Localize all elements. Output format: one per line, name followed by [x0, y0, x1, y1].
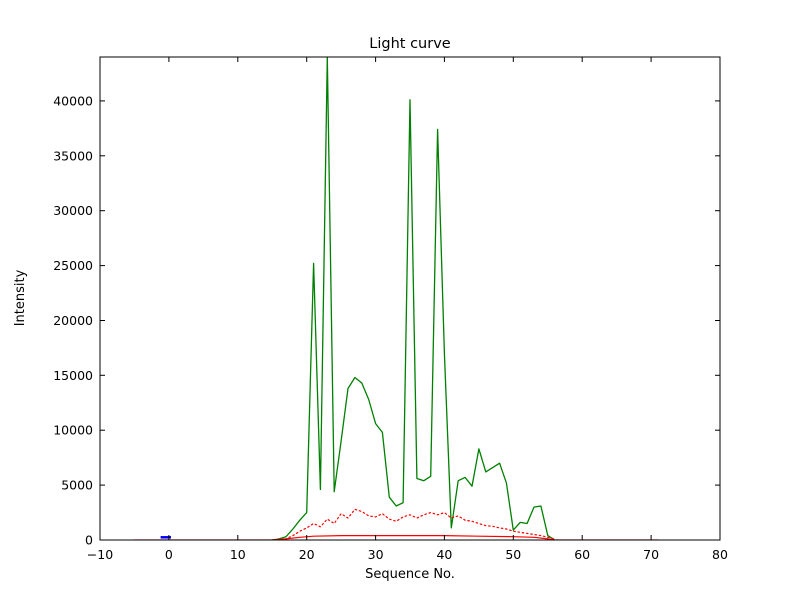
y-tick-label: 10000: [53, 423, 93, 438]
x-tick-label: 80: [712, 547, 728, 562]
x-axis-label: Sequence No.: [365, 567, 455, 582]
x-tick-label: 40: [436, 547, 452, 562]
x-tick-label: 50: [505, 547, 521, 562]
x-tick-label: 20: [299, 547, 315, 562]
x-tick-label: 0: [165, 547, 173, 562]
series-intensity-green: [272, 57, 556, 540]
x-tick-label: 70: [643, 547, 659, 562]
y-tick-label: 15000: [53, 368, 93, 383]
y-tick-label: 40000: [53, 93, 93, 108]
plot-border: [99, 56, 721, 541]
y-tick-label: 25000: [53, 258, 93, 273]
series-background-red-dotted: [271, 508, 556, 540]
x-tick-label: 60: [574, 547, 590, 562]
y-tick-label: 30000: [53, 203, 93, 218]
y-tick-label: 20000: [53, 313, 93, 328]
chart-title: Light curve: [369, 36, 451, 52]
tick-labels-layer: −10 0 10 20 30 40 50 60 70 8005000100001500020000…: [53, 93, 728, 562]
ticks-layer: [99, 57, 721, 541]
y-tick-label: 5000: [61, 478, 93, 493]
x-tick-label: 30: [368, 547, 384, 562]
y-tick-label: 35000: [53, 148, 93, 163]
y-axis-label: Intensity: [13, 269, 28, 326]
x-tick-label: 10: [230, 547, 246, 562]
x-tick-label: −10: [87, 547, 113, 562]
y-tick-label: 0: [85, 533, 93, 548]
